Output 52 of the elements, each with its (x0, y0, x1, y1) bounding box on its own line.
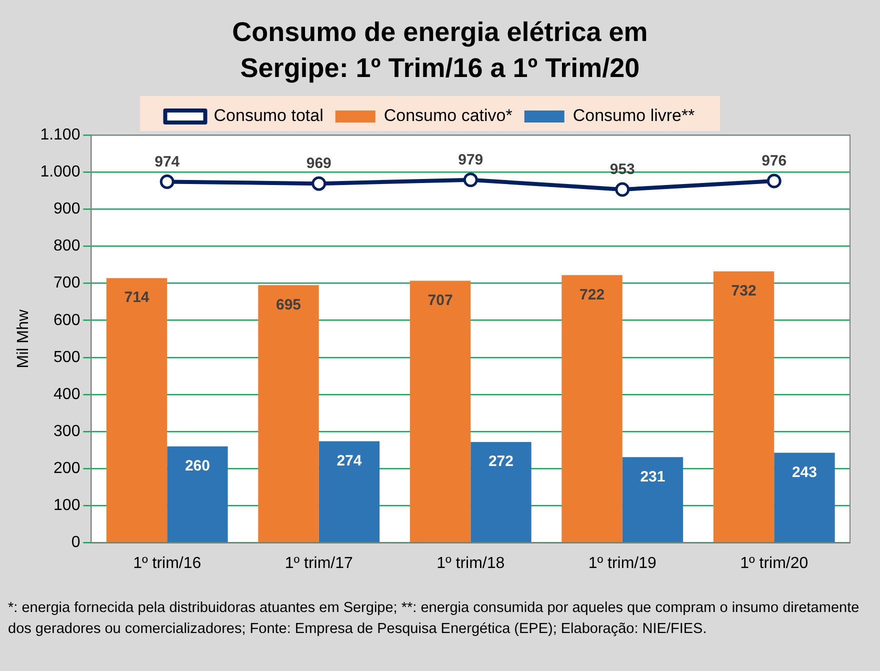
data-label: 260 (184, 458, 210, 475)
bar (318, 441, 380, 542)
y-tick-label: 700 (54, 274, 80, 292)
x-tick-label: 1º trim/20 (740, 554, 808, 572)
point (312, 176, 326, 191)
bar (774, 452, 835, 542)
data-label: 695 (276, 296, 302, 314)
bar (410, 280, 471, 542)
y-tick-label: 1.000 (40, 163, 80, 180)
x-tick-label: 1º trim/16 (133, 554, 202, 572)
data-label: 732 (731, 282, 756, 300)
bar (562, 275, 622, 542)
bar (622, 457, 684, 542)
x-tick-label: 1º trim/17 (284, 554, 354, 572)
bar (713, 271, 774, 542)
legend-label: Consumo livre** (572, 106, 696, 126)
bar (167, 446, 228, 542)
point (766, 174, 782, 188)
y-tick-label: 900 (54, 200, 80, 218)
chart-title: Consumo de energia elétrica em Sergipe: 1º Trim/16 a 1º Trim/20 (231, 16, 649, 85)
y-tick-label: 600 (54, 312, 80, 329)
y-tick-label: 400 (54, 386, 80, 403)
data-label: 714 (124, 289, 150, 306)
y-tick-label: 300 (54, 422, 80, 440)
data-label: 969 (306, 155, 332, 172)
y-tick-label: 500 (54, 348, 80, 366)
y-tick-label: 800 (54, 238, 80, 255)
legend-label: Consumo total (214, 106, 324, 126)
bar (106, 278, 168, 542)
data-label: 274 (336, 452, 362, 470)
x-tick-label: 1º trim/18 (436, 554, 505, 572)
data-label: 707 (428, 292, 453, 309)
point (160, 174, 174, 189)
y-tick-label: 1.100 (40, 126, 80, 144)
point (615, 182, 630, 197)
data-label: 979 (458, 152, 484, 168)
bar (258, 285, 319, 542)
y-axis-title: Mil Mhw (15, 309, 32, 368)
data-label: 722 (580, 286, 605, 304)
legend-label: Consumo cativo* (384, 106, 513, 126)
bar (470, 442, 532, 542)
data-label: 231 (640, 468, 666, 486)
data-label: 976 (762, 152, 787, 170)
data-label: 272 (488, 453, 514, 470)
y-tick-label: 100 (54, 497, 80, 514)
x-tick-label: 1º trim/19 (588, 554, 657, 572)
data-label: 243 (792, 464, 817, 481)
point (463, 172, 478, 188)
y-tick-label: 200 (54, 460, 80, 478)
data-label: 974 (154, 153, 180, 170)
y-tick-label: 0 (71, 534, 80, 552)
text: *: energia fornecida pela distribuidoras atuantes em Sergipe; **: energia consumida por aqueles que compram o insumo diretamente dos geradores ou comercializadores; Fonte: Empresa de Pesquisa Energética (EPE); Elaboração: NIE/FIES. (8, 599, 860, 639)
